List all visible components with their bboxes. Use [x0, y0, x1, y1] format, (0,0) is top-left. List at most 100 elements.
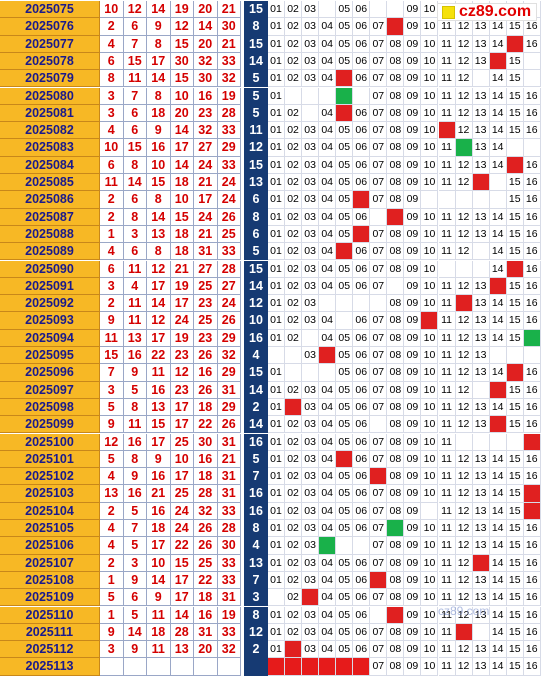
red-ball-1: 1 — [100, 225, 124, 244]
blue-dist-10: 10 — [421, 104, 439, 123]
blue-dist-06: 06 — [353, 70, 371, 88]
red-ball-2: 6 — [123, 191, 147, 209]
blue-dist-13: 13 — [472, 104, 490, 123]
blue-dist-10: 10 — [421, 623, 439, 642]
red-ball-2: 5 — [123, 381, 147, 399]
blue-dist-05: 05 — [336, 416, 354, 434]
blue-dist-04: 04 — [319, 260, 337, 278]
blue-dist-09: 09 — [404, 347, 422, 365]
blue-dist-02: 02 — [285, 208, 303, 226]
red-ball-2: 15 — [123, 139, 147, 157]
red-ball-4: 12 — [170, 364, 194, 382]
blue-dist-05: 05 — [336, 122, 354, 140]
blue-dist-12: 12 — [455, 658, 473, 676]
blue-dist-14: 14 — [489, 87, 507, 105]
red-ball-4: 15 — [170, 208, 194, 226]
red-ball-2: 6 — [123, 104, 147, 123]
blue-dist-13 — [472, 191, 490, 209]
blue-dist-06: 06 — [353, 208, 371, 226]
site-badge[interactable]: cz89.com — [437, 3, 537, 21]
issue-number: 2025097 — [0, 381, 100, 399]
blue-dist-05: 05 — [336, 554, 354, 572]
red-ball-6: 31 — [217, 485, 241, 503]
issue-number: 2025111 — [0, 623, 100, 642]
red-ball-3: 8 — [147, 87, 171, 105]
red-ball-3: 8 — [147, 243, 171, 261]
blue-ball: 12 — [244, 139, 268, 157]
blue-dist-11: 11 — [438, 433, 456, 451]
red-ball-6: 19 — [217, 87, 241, 105]
blue-dist-11: 11 — [438, 468, 456, 486]
blue-dist-04: 04 — [319, 174, 337, 192]
blue-dist-04: 04 — [319, 502, 337, 520]
blue-dist-03: 03 — [302, 1, 320, 19]
red-ball-3: 14 — [147, 295, 171, 313]
red-ball-3: 17 — [147, 537, 171, 555]
blue-ball: 2 — [244, 398, 268, 417]
blue-dist-05: 05 — [336, 641, 354, 659]
red-ball-4: 24 — [170, 520, 194, 538]
red-ball-6 — [217, 658, 241, 676]
blue-dist-13: 13 — [472, 520, 490, 538]
red-ball-1: 6 — [100, 156, 124, 174]
blue-dist-06: 06 — [353, 347, 371, 365]
red-ball-5: 31 — [194, 623, 218, 642]
blue-hit-marker — [506, 35, 524, 53]
blue-dist-14: 14 — [489, 485, 507, 503]
blue-dist-15: 15 — [506, 450, 524, 469]
red-ball-5: 27 — [194, 139, 218, 157]
blue-dist-01 — [268, 589, 286, 607]
blue-dist-16 — [523, 70, 541, 88]
blue-hit-marker — [336, 104, 354, 123]
red-ball-6: 33 — [217, 554, 241, 572]
blue-dist-09: 09 — [404, 554, 422, 572]
red-ball-3: 12 — [147, 260, 171, 278]
blue-dist-11 — [438, 260, 456, 278]
red-ball-3: 15 — [147, 416, 171, 434]
red-ball-4: 17 — [170, 295, 194, 313]
blue-dist-10: 10 — [421, 70, 439, 88]
blue-dist-12: 12 — [455, 450, 473, 469]
blue-dist-10: 10 — [421, 35, 439, 53]
blue-dist-10: 10 — [421, 554, 439, 572]
red-ball-3: 12 — [147, 312, 171, 330]
red-ball-5: 31 — [194, 243, 218, 261]
blue-dist-16: 16 — [523, 520, 541, 538]
blue-dist-04: 04 — [319, 225, 337, 244]
blue-dist-08: 08 — [387, 641, 405, 659]
red-ball-1: 1 — [100, 571, 124, 590]
blue-dist-08: 08 — [387, 450, 405, 469]
blue-dist-14: 14 — [489, 398, 507, 417]
red-ball-2: 3 — [123, 554, 147, 572]
blue-dist-13 — [472, 433, 490, 451]
blue-dist-12 — [455, 260, 473, 278]
red-ball-3: 17 — [147, 52, 171, 71]
red-ball-1: 4 — [100, 243, 124, 261]
red-ball-6: 33 — [217, 502, 241, 520]
blue-dist-03: 03 — [302, 571, 320, 590]
blue-dist-06: 06 — [353, 174, 371, 192]
red-ball-3 — [147, 658, 171, 676]
issue-number: 2025101 — [0, 450, 100, 469]
red-ball-6: 33 — [217, 623, 241, 642]
blue-dist-07 — [370, 295, 388, 313]
blue-dist-11: 11 — [438, 104, 456, 123]
blue-dist-07 — [370, 606, 388, 624]
blue-dist-12: 12 — [455, 87, 473, 105]
blue-ball: 13 — [244, 174, 268, 192]
blue-dist-07: 07 — [370, 156, 388, 174]
blue-dist-07: 07 — [370, 433, 388, 451]
blue-dist-15: 15 — [506, 520, 524, 538]
blue-dist-16: 16 — [523, 243, 541, 261]
blue-dist-16: 16 — [523, 468, 541, 486]
blue-dist-10: 10 — [421, 139, 439, 157]
blue-dist-09: 09 — [404, 468, 422, 486]
blue-dist-15: 15 — [506, 468, 524, 486]
blue-hit-marker — [455, 623, 473, 642]
blue-dist-08: 08 — [387, 104, 405, 123]
blue-dist-13: 13 — [472, 416, 490, 434]
blue-dist-15: 15 — [506, 18, 524, 36]
blue-dist-02: 02 — [285, 312, 303, 330]
blue-ball: 5 — [244, 87, 268, 105]
blue-dist-05: 05 — [336, 433, 354, 451]
